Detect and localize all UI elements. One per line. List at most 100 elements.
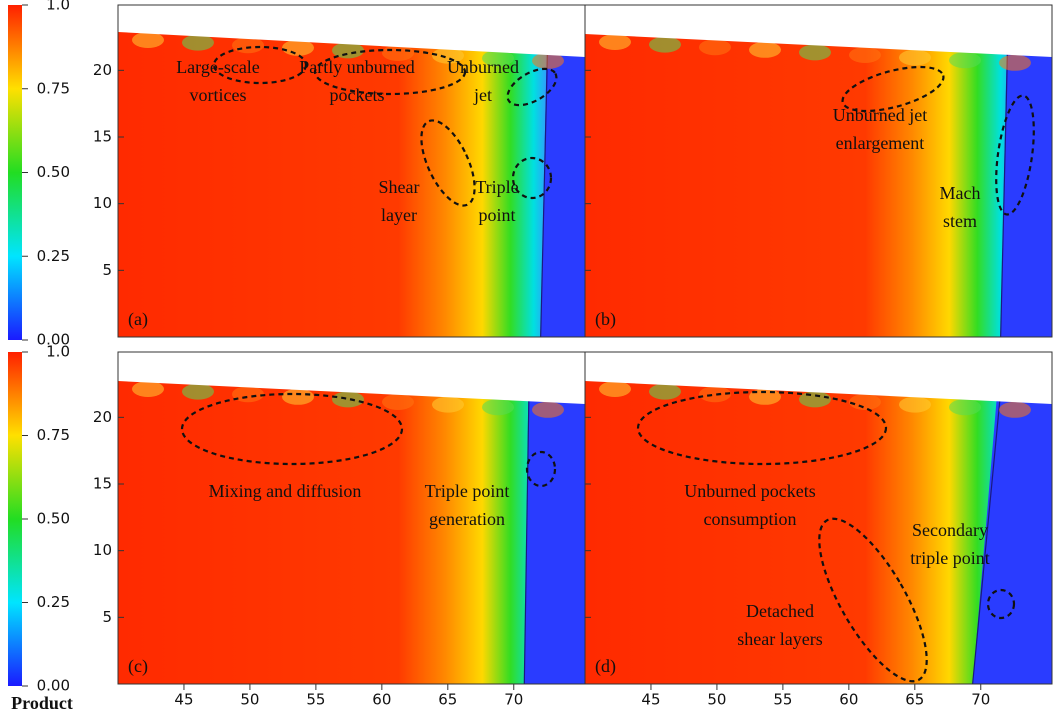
panel: (b) Unburned jet enlargement Mach stem [584,4,1053,338]
vortex [949,399,981,416]
panel-label: (b) [595,309,616,330]
annotation: vortices [190,85,247,105]
y-tick-label: 15 [93,128,112,146]
panel-label: (d) [595,656,616,677]
colorbar [8,5,22,340]
vortex [182,34,214,51]
x-tick-label: 45 [174,691,193,709]
panel: (a) Large-scale vortices Partly unburned poc… [93,4,586,338]
vortex [432,47,464,64]
vortex [649,36,681,53]
annotation: Triple point [425,481,510,501]
colorbar-tick-label: 0.25 [37,593,70,611]
domain-top [585,352,1052,404]
highlight-ellipse [525,450,557,488]
annotation: consumption [704,509,797,529]
vortex [282,39,314,56]
x-tick-label: 70 [971,691,990,709]
vortex [382,394,414,410]
annotation: Unburned jet [833,105,927,125]
vortex [799,391,831,408]
colorbar-tick-label: 0.00 [37,677,70,695]
annotation: pockets [330,85,385,105]
colorbar-tick-label: 0.75 [37,426,70,444]
vortex [999,401,1031,418]
vortex [132,32,164,48]
panel-label: (c) [128,656,148,677]
unburned-region [524,352,585,684]
panel-label: (a) [128,309,148,330]
x-tick-label: 55 [773,691,792,709]
x-tick-label: 50 [240,691,259,709]
shock-front [523,391,530,685]
vortex [849,47,881,63]
annotation: Triple [475,177,518,197]
vortex [899,396,931,413]
vortex [699,386,731,403]
shock-front [972,391,1002,685]
domain-top [585,5,1052,57]
vortex [899,49,931,66]
unburned-region [540,5,585,337]
colorbar-tick-label: 0.50 [37,163,70,181]
annotation: Unburned [447,57,519,77]
vortex [482,50,514,67]
vortex [282,388,314,405]
annotation: Shear [379,177,420,197]
highlight-ellipse [986,588,1016,620]
highlight-ellipse [212,45,308,85]
annotation: stem [943,211,977,231]
highlight-ellipse [420,119,476,207]
shock-front [1000,44,1009,338]
highlight-ellipse [818,517,928,683]
annotation: triple point [910,548,990,568]
colorbar-tick-label: 1.0 [46,343,70,361]
vortex [949,52,981,69]
vortex [649,383,681,400]
y-tick-label: 5 [102,261,112,279]
y-tick-label: 10 [93,541,112,559]
vortex [132,381,164,397]
annotation: layer [381,205,417,225]
shock-front [540,44,549,338]
colorbar-tick-label: 0.50 [37,510,70,528]
annotation: Unburned pockets [684,481,815,501]
colorbar-tick-label: 1.0 [46,0,70,14]
y-tick-label: 5 [102,608,112,626]
annotation: Partly unburned [299,57,414,77]
vortex [332,42,364,59]
annotation: Mach [940,183,981,203]
vortex [232,386,264,403]
vortex [532,401,564,418]
vortex [749,41,781,58]
domain-top [118,352,585,404]
y-tick-label: 10 [93,194,112,212]
vortex [699,39,731,56]
colorbar-title: Product [11,693,73,713]
vortex [232,37,264,54]
panel: (d) Unburned pockets consumption Secondary t… [584,351,1053,709]
vortex [182,383,214,400]
highlight-ellipse [180,392,404,466]
vortex [799,44,831,61]
vortex [999,54,1031,71]
vortex [599,381,631,397]
vortex [332,391,364,408]
annotation: generation [429,509,505,529]
annotation: shear layers [737,629,822,649]
vortex [482,399,514,416]
highlight-ellipse [506,67,558,107]
vortex [532,52,564,69]
vortex [599,34,631,50]
highlight-ellipse [313,48,467,96]
colorbar-tick-label: 0.25 [37,247,70,265]
panel-frame [584,351,1053,685]
unburned-region [972,352,1052,684]
panel: (c) Mixing and diffusion Triple point gener… [93,351,586,709]
x-tick-label: 45 [641,691,660,709]
domain-top [118,5,585,57]
y-tick-label: 20 [93,408,112,426]
x-tick-label: 60 [839,691,858,709]
highlight-ellipse [636,390,888,466]
